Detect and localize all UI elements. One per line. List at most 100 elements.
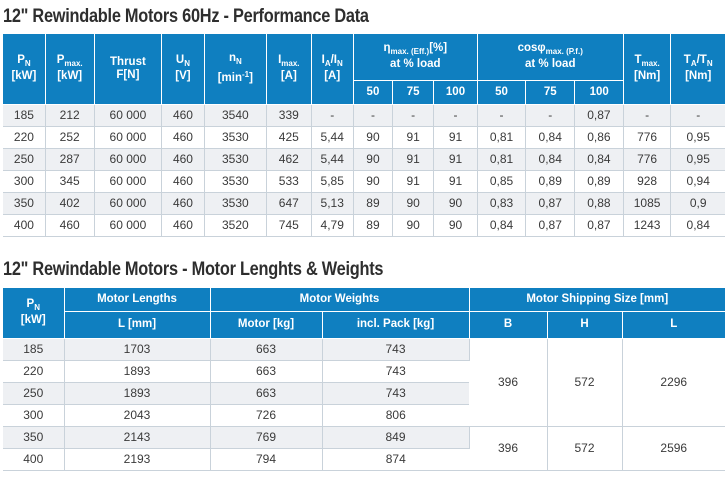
header-power-factor: cosφmax. (P.f.) at % load [477, 34, 624, 81]
header-imax: Imax. [A] [266, 34, 312, 105]
table-cell: 0,94 [670, 170, 725, 193]
header-pn: PN [kW] [3, 34, 46, 105]
table-cell: 252 [45, 126, 95, 149]
table-cell: 1085 [623, 192, 672, 215]
table-cell: 90 [392, 192, 435, 215]
header-nn: nN [min-1] [204, 34, 268, 105]
table-cell: 663 [210, 338, 323, 361]
table-cell: 776 [623, 126, 672, 149]
header-thrust: Thrust F[N] [94, 34, 163, 105]
table-cell: 663 [210, 360, 323, 383]
table-cell: 0,95 [670, 148, 725, 171]
table-cell: 220 [3, 126, 46, 149]
table-cell: 91 [392, 148, 435, 171]
lw-header-motor-weights: Motor Weights [210, 288, 470, 312]
performance-header-row: PN [kW] Pmax. [kW] Thrust F[N] UN [V] nN [min… [3, 34, 725, 105]
table-cell: 90 [433, 192, 478, 215]
lw-header-incl-pack: incl. Pack [kg] [322, 311, 470, 339]
table-cell: 806 [322, 404, 469, 427]
header-load: 50 [477, 80, 527, 105]
table-cell: 3530 [204, 148, 268, 171]
table-cell: 339 [266, 104, 312, 127]
table-cell: 460 [161, 104, 205, 127]
table-cell: 91 [433, 170, 478, 193]
table-cell: 3530 [204, 192, 268, 215]
table-cell: 0,81 [477, 126, 527, 149]
table-cell: 60 000 [94, 104, 163, 127]
table-cell: 460 [161, 214, 205, 237]
table-cell: 0,81 [477, 148, 527, 171]
table-cell: 60 000 [94, 214, 163, 237]
table-cell: 0,85 [477, 170, 527, 193]
table-row: 300 345 60 000 460 3530 533 5,85 90 91 91 0,85 0,89… [3, 170, 725, 193]
table-cell: 287 [45, 148, 95, 171]
table-row: 185 212 60 000 460 3540 339- - - - - -0,87- - [3, 104, 725, 127]
header-load: 100 [433, 80, 478, 105]
header-ia-in: IA/IN [A] [311, 34, 354, 105]
table-cell: 460 [161, 192, 205, 215]
table-cell: 0,9 [670, 192, 725, 215]
table-cell: 0,83 [477, 192, 527, 215]
lw-header-motor-lengths: Motor Lengths [64, 288, 211, 312]
table-cell: 300 [3, 170, 46, 193]
header-tmax: Tmax. [Nm] [623, 34, 672, 105]
header-load: 50 [353, 80, 394, 105]
table-cell: 250 [3, 148, 46, 171]
table-cell: 1893 [64, 360, 211, 383]
table-row: 220 1893 663 743 [3, 360, 725, 383]
table-cell: 91 [392, 170, 435, 193]
table-cell: 794 [210, 448, 323, 471]
table-row: 400 2193 794 874 [3, 448, 725, 471]
table-cell: 425 [266, 126, 312, 149]
table-cell: 350 [3, 192, 46, 215]
table-cell: 185 [3, 104, 46, 127]
table-cell: 0,84 [477, 214, 527, 237]
shipping-size-l: 2296 [622, 338, 726, 427]
header-load: 100 [574, 80, 624, 105]
header-efficiency: ηmax. (Eff.)[%] at % load [353, 34, 478, 81]
table-cell: - [477, 104, 527, 127]
table-cell: 1893 [64, 382, 211, 405]
table-cell: 0,87 [525, 192, 576, 215]
table-cell: 647 [266, 192, 312, 215]
table-cell: 743 [322, 382, 469, 405]
table-cell: 4,79 [311, 214, 354, 237]
table-row: 400 460 60 000 460 3520 745 4,79 89 90 90 0,84 0,87… [3, 214, 725, 237]
shipping-size-h: 572 [547, 426, 623, 471]
table-cell: 0,87 [574, 104, 624, 127]
table-cell: 212 [45, 104, 95, 127]
table-cell: 460 [161, 126, 205, 149]
table-cell: 5,44 [311, 126, 354, 149]
table-cell: 776 [623, 148, 672, 171]
table-cell: 250 [3, 382, 65, 405]
table-row: 220 252 60 000 460 3530 425 5,44 90 91 91 0,81 0,84… [3, 126, 725, 149]
table-cell: 0,84 [670, 214, 725, 237]
table-cell: 60 000 [94, 148, 163, 171]
table-cell: 3520 [204, 214, 268, 237]
table-cell: 60 000 [94, 126, 163, 149]
table-cell: 0,86 [574, 126, 624, 149]
table-cell: 60 000 [94, 192, 163, 215]
table-cell: 2043 [64, 404, 211, 427]
shipping-size-l: 2596 [622, 426, 726, 471]
header-ta-tn: TA/TN [Nm] [670, 34, 725, 105]
table-cell: 0,89 [574, 170, 624, 193]
table-row: 250 1893 663 743 [3, 382, 725, 405]
lw-header-l-mm: L [mm] [64, 311, 211, 339]
table-cell: 2193 [64, 448, 211, 471]
lengths-weights-title: 12" Rewindable Motors - Motor Lenghts & … [3, 259, 384, 280]
table-cell: 849 [322, 426, 470, 449]
table-cell: 460 [161, 148, 205, 171]
table-cell: 90 [392, 214, 435, 237]
table-cell: 220 [3, 360, 65, 383]
lw-header-pn: PN [kW] [3, 288, 65, 339]
table-cell: 0,84 [525, 126, 576, 149]
table-cell: 90 [433, 214, 478, 237]
table-cell: 0,88 [574, 192, 624, 215]
performance-subheader-row: 50 75 100 50 75 100 [3, 80, 725, 105]
table-cell: - [353, 104, 394, 127]
table-cell: 5,85 [311, 170, 354, 193]
table-cell: 726 [210, 404, 323, 427]
lw-subheader-row: L [mm] Motor [kg] incl. Pack [kg] B H L [3, 311, 726, 339]
table-row: 185 1703 663 743 396 572 2296 [3, 338, 726, 427]
